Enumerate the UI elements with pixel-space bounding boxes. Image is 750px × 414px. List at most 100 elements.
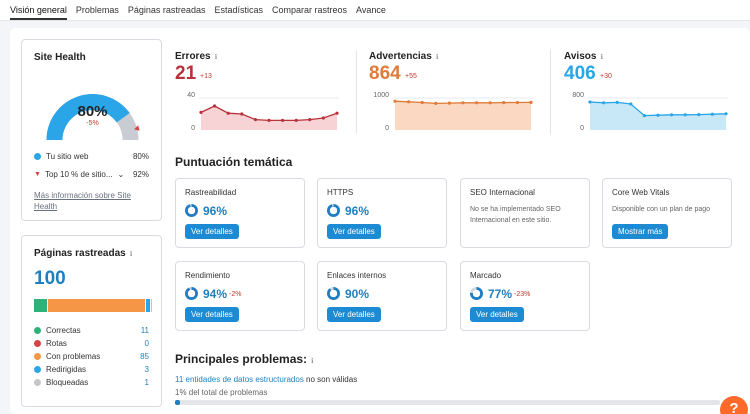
thematic-score[interactable]: 94%	[203, 287, 228, 301]
sparkline-point[interactable]	[488, 101, 492, 105]
metric-value[interactable]: 21	[175, 63, 197, 84]
sparkline-point[interactable]	[199, 110, 203, 114]
crawled-pages-title-text: Páginas rastreadas	[34, 248, 126, 259]
sparkline-point[interactable]	[475, 101, 479, 105]
sparkline-point[interactable]	[393, 99, 397, 103]
thematic-description: No se ha implementado SEO Internacional …	[470, 206, 561, 224]
issue-row: 11 entidades de datos estructurados no s…	[175, 375, 357, 384]
metric-value[interactable]: 864	[369, 63, 401, 84]
thematic-card: Enlaces internos 90% Ver detalles	[317, 261, 447, 331]
crawled-pages-total[interactable]: 100	[34, 268, 66, 289]
view-details-button[interactable]: Ver detalles	[327, 224, 381, 239]
show-more-button[interactable]: Mostrar más	[612, 224, 669, 239]
thematic-delta: -2%	[229, 291, 242, 298]
view-details-button[interactable]: Ver detalles	[185, 224, 239, 239]
sparkline-point[interactable]	[253, 118, 257, 122]
score-ring-icon	[185, 204, 198, 217]
view-details-button[interactable]: Ver detalles	[185, 307, 239, 322]
sparkline-point[interactable]	[724, 112, 728, 116]
thematic-score[interactable]: 77%	[488, 287, 513, 301]
sparkline-point[interactable]	[321, 116, 325, 120]
metric-delta: +13	[200, 73, 212, 80]
legend-value[interactable]: 0	[144, 339, 149, 348]
sparkline-area	[201, 106, 337, 130]
legend-top10[interactable]: ▼ Top 10 % de sitio... ⌄ 92%	[34, 170, 149, 179]
sparkline-point[interactable]	[213, 104, 217, 108]
legend-value[interactable]: 85	[140, 352, 149, 361]
crawled-legend-row[interactable]: Bloqueadas 1	[34, 378, 149, 387]
view-details-button[interactable]: Ver detalles	[327, 307, 381, 322]
sparkline-point[interactable]	[420, 100, 424, 105]
sparkline-point[interactable]	[710, 112, 714, 116]
sparkline-point[interactable]	[656, 113, 660, 117]
sparkline-point[interactable]	[294, 118, 298, 122]
tab-overview[interactable]: Visión general	[10, 0, 67, 20]
score-ring-icon	[327, 204, 340, 217]
thematic-card-title: Marcado	[470, 271, 502, 280]
info-icon[interactable]: ℹ	[600, 54, 604, 61]
crawled-bar-segment	[150, 299, 152, 312]
score-ring-icon	[185, 287, 198, 300]
crawled-legend-row[interactable]: Redirigidas 3	[34, 365, 149, 374]
issue-link[interactable]: 11 entidades de datos estructurados	[175, 375, 304, 384]
thematic-score[interactable]: 90%	[345, 287, 370, 301]
sparkline-point[interactable]	[588, 100, 592, 104]
sparkline-point[interactable]	[308, 118, 312, 122]
tab-compare-crawls[interactable]: Comparar rastreos	[271, 5, 348, 15]
help-button[interactable]: ?	[720, 396, 748, 414]
sparkline-point[interactable]	[461, 101, 465, 105]
legend-label: Bloqueadas	[46, 378, 89, 387]
sparkline-point[interactable]	[515, 100, 519, 105]
sparkline-point[interactable]	[502, 101, 506, 105]
thematic-card: SEO Internacional No se ha implementado S…	[460, 178, 590, 248]
issues-title: Principales problemas: ℹ	[175, 352, 314, 366]
sparkline-point[interactable]	[281, 118, 285, 122]
crawled-legend-row[interactable]: Con problemas 85	[34, 352, 149, 361]
info-icon[interactable]: ℹ	[129, 251, 133, 258]
your-site-label: Tu sitio web	[46, 152, 89, 161]
thematic-card-title: SEO Internacional	[470, 188, 535, 197]
sparkline-point[interactable]	[529, 100, 533, 104]
info-icon[interactable]: ℹ	[214, 54, 218, 61]
sparkline-point[interactable]	[642, 114, 646, 118]
sparkline-point[interactable]	[683, 113, 687, 117]
metric-label: Advertencias ℹ	[369, 51, 438, 62]
sparkline-point[interactable]	[267, 118, 271, 122]
sparkline-area	[395, 101, 531, 130]
legend-value[interactable]: 1	[144, 378, 149, 387]
legend-value[interactable]: 3	[144, 365, 149, 374]
axis-min-label: 0	[385, 125, 389, 132]
tab-statistics[interactable]: Estadísticas	[214, 5, 263, 15]
sparkline-point[interactable]	[434, 101, 438, 105]
view-details-button[interactable]: Ver detalles	[470, 307, 524, 322]
top10-label: Top 10 % de sitio...	[44, 170, 113, 179]
metric-value[interactable]: 406	[564, 63, 596, 84]
crawled-legend-row[interactable]: Correctas 11	[34, 326, 149, 335]
metric-divider	[356, 50, 357, 134]
crawled-bar-segment	[146, 299, 150, 312]
sparkline-point[interactable]	[447, 101, 451, 105]
sparkline-point[interactable]	[602, 101, 606, 105]
tab-issues[interactable]: Problemas	[75, 5, 119, 15]
info-icon[interactable]: ℹ	[435, 54, 439, 61]
tab-crawled-pages[interactable]: Páginas rastreadas	[127, 5, 206, 15]
sparkline-point[interactable]	[407, 100, 411, 104]
crawled-legend-row[interactable]: Rotas 0	[34, 339, 149, 348]
sparkline-point[interactable]	[240, 112, 244, 116]
thematic-score[interactable]: 96%	[203, 204, 228, 218]
sparkline-point[interactable]	[335, 111, 339, 115]
sparkline-point[interactable]	[226, 111, 230, 115]
axis-max-label: 1000	[373, 92, 389, 99]
legend-value[interactable]: 11	[140, 326, 149, 335]
site-health-more-link[interactable]: Más información sobre Site Health	[34, 191, 131, 211]
info-icon[interactable]: ℹ	[311, 358, 314, 365]
sparkline-point[interactable]	[670, 113, 674, 117]
thematic-card-title: Rastreabilidad	[185, 188, 237, 197]
tab-progress[interactable]: Avance	[356, 5, 386, 15]
sparkline-point[interactable]	[629, 102, 633, 106]
sparkline-point[interactable]	[697, 113, 701, 117]
sparkline-point[interactable]	[615, 100, 619, 104]
metric-label-text: Avisos	[564, 51, 597, 62]
chevron-down-icon[interactable]: ⌄	[117, 170, 125, 179]
thematic-score[interactable]: 96%	[345, 204, 370, 218]
